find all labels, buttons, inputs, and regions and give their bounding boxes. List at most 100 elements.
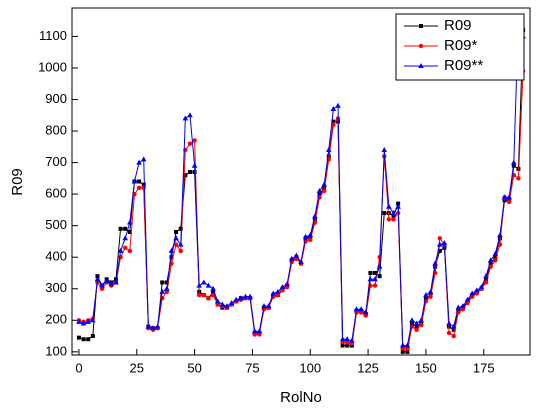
point-marker (302, 233, 309, 239)
point-marker (409, 317, 415, 323)
point-marker (122, 235, 129, 241)
point-marker (331, 122, 336, 127)
point-marker (178, 248, 183, 254)
point-marker (321, 188, 327, 194)
x-axis-label: RolNo (280, 389, 322, 406)
point-marker (242, 293, 249, 299)
x-tick-label: 150 (415, 360, 437, 375)
point-marker (390, 210, 397, 216)
point-marker (353, 306, 360, 312)
point-marker (432, 260, 438, 266)
point-marker (80, 320, 87, 326)
point-marker (400, 346, 405, 351)
point-marker (224, 303, 230, 309)
point-marker (340, 343, 345, 348)
point-marker (330, 105, 337, 111)
point-marker (395, 203, 401, 209)
point-marker (423, 292, 429, 298)
point-marker (419, 24, 423, 28)
point-marker (312, 217, 317, 222)
point-marker (391, 217, 396, 222)
point-marker (460, 307, 466, 312)
point-marker (284, 284, 290, 290)
point-marker (257, 332, 262, 337)
point-marker (141, 185, 146, 191)
point-marker (492, 251, 499, 257)
point-marker (344, 336, 351, 342)
point-marker (182, 115, 189, 121)
point-marker (455, 304, 462, 310)
point-marker (381, 146, 388, 152)
point-marker (211, 289, 216, 294)
point-marker (251, 328, 258, 334)
point-marker (446, 320, 452, 326)
point-marker (159, 288, 166, 294)
x-tick-label: 0 (75, 360, 82, 375)
y-tick-label: 400 (45, 249, 67, 264)
point-marker (308, 237, 313, 243)
point-marker (191, 162, 198, 168)
point-marker (436, 241, 443, 247)
point-marker (358, 310, 364, 315)
y-axis-label: R09 (9, 168, 26, 196)
point-marker (206, 296, 211, 301)
legend-box (395, 13, 525, 81)
point-marker (372, 283, 378, 288)
point-marker (214, 298, 221, 304)
point-marker (325, 146, 332, 152)
point-marker (164, 285, 170, 291)
point-marker (178, 226, 183, 231)
legend-label: R09* (444, 37, 478, 54)
point-marker (478, 284, 485, 290)
point-marker (362, 309, 369, 315)
point-marker (474, 291, 479, 296)
point-marker (511, 159, 517, 165)
point-marker (113, 279, 119, 285)
point-marker (307, 232, 314, 238)
point-marker (76, 335, 81, 340)
point-marker (85, 318, 91, 324)
point-marker (131, 178, 138, 184)
point-marker (493, 258, 498, 263)
point-marker (335, 102, 341, 108)
point-marker (506, 194, 512, 200)
point-marker (103, 277, 110, 283)
point-marker (428, 294, 433, 299)
point-marker (386, 217, 392, 222)
point-marker (137, 179, 142, 184)
point-marker (312, 213, 318, 219)
point-marker (386, 203, 392, 209)
point-marker (316, 187, 323, 193)
point-marker (367, 276, 374, 282)
point-marker (205, 282, 212, 288)
point-marker (358, 306, 364, 312)
point-marker (201, 279, 207, 285)
point-marker (497, 236, 502, 241)
point-marker (168, 247, 175, 253)
x-tick-label: 50 (187, 360, 201, 375)
point-marker (368, 270, 373, 275)
point-marker (150, 325, 156, 331)
point-marker (404, 342, 411, 348)
point-marker (288, 255, 295, 261)
point-marker (473, 287, 480, 293)
point-marker (228, 299, 235, 305)
point-marker (493, 255, 498, 260)
point-marker (414, 324, 419, 329)
point-marker (192, 138, 197, 143)
point-marker (187, 141, 193, 146)
point-marker (497, 242, 503, 247)
plot-frame (71, 7, 531, 356)
point-marker (363, 313, 368, 318)
point-marker (483, 273, 489, 279)
point-marker (275, 292, 281, 298)
legend-label: R09** (444, 57, 483, 74)
point-marker (76, 318, 82, 324)
x-tick-label: 125 (357, 360, 379, 375)
point-marker (197, 292, 202, 298)
point-marker (372, 276, 378, 282)
point-marker (405, 346, 410, 351)
point-marker (219, 301, 226, 307)
point-marker (331, 119, 336, 124)
point-marker (418, 63, 424, 68)
